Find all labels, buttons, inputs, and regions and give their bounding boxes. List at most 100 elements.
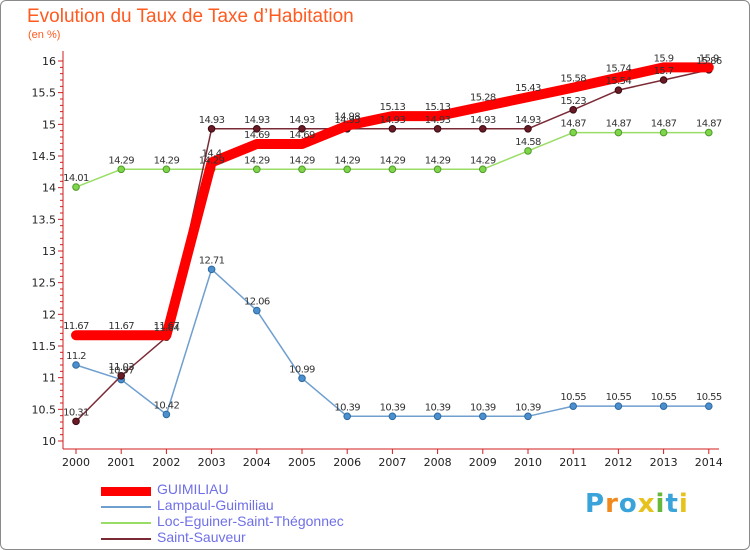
data-point [298,374,306,383]
data-label: 15.28 [470,93,496,104]
data-label: 14.29 [425,155,451,166]
x-tick-label: 2007 [378,456,406,469]
data-point [705,402,713,410]
data-label: 14.4 [202,148,222,159]
data-label: 10.39 [515,402,541,413]
y-tick-label: 11.5 [32,340,57,353]
data-point [479,124,487,133]
data-point [659,402,668,410]
data-point [207,124,216,133]
data-label: 15.58 [560,74,586,85]
x-tick-label: 2013 [650,456,678,469]
data-point [614,402,623,410]
data-point [72,361,80,369]
data-label: 12.71 [199,255,225,266]
y-tick-label: 12 [42,308,56,321]
y-tick-label: 14.5 [32,150,57,163]
legend-item: GUIMILIAU [101,481,421,499]
logo-letter: i [678,489,689,519]
data-label: 14.69 [244,130,270,141]
data-point [524,147,532,155]
legend-item: Saint-Sauveur [101,529,421,547]
legend-item: Lampaul-Guimiliau [101,497,421,515]
x-tick-label: 2009 [469,456,497,469]
data-label: 14.58 [515,137,541,148]
data-label: 14.93 [244,115,270,126]
data-point [569,402,578,410]
chart-unit-label: (en %) [28,29,61,41]
data-point [569,105,578,114]
x-tick-label: 2012 [604,456,632,469]
legend-swatch [101,522,151,524]
chart-title: Evolution du Taux de Taxe d’Habitation [27,6,354,27]
legend-swatch [101,506,151,508]
data-label: 14.93 [334,115,360,126]
data-label: 14.93 [289,115,315,126]
data-label: 10.39 [470,402,496,413]
data-point [614,86,623,94]
data-point [298,124,306,133]
series-line-0 [71,62,714,341]
x-tick-label: 2014 [695,456,723,469]
data-point [479,412,487,421]
data-label: 10.99 [289,364,315,375]
data-label: 14.93 [199,115,225,126]
data-point [72,417,80,426]
logo-letter: x [637,489,656,519]
data-point [388,124,397,133]
data-label: 10.39 [334,402,360,413]
x-tick-label: 2006 [333,456,361,469]
logo-letter: i [655,489,666,519]
data-label: 10.55 [651,392,677,403]
data-label: 14.87 [696,119,722,130]
legend-label: GUIMILIAU [157,481,229,497]
data-label: 14.29 [154,155,180,166]
data-label: 14.87 [651,119,677,130]
data-label: 14.29 [334,155,360,166]
legend-label: Loc-Eguiner-Saint-Thégonnec [157,513,344,529]
legend-swatch [101,486,151,496]
line-chart: 10 10.5 11 11.5 12 12.5 13 13.5 14 14.5 15 15.5 16 20… [32,51,723,469]
legend-label: Lampaul-Guimiliau [157,497,274,513]
data-label: 15.9 [699,53,719,64]
x-tick-label: 2004 [243,456,271,469]
logo-letter: P [585,489,606,519]
data-point [117,165,125,174]
legend-label: Saint-Sauveur [157,529,246,545]
data-point [524,412,532,421]
data-label: 14.93 [515,115,541,126]
data-label: 15.9 [654,53,674,64]
data-point [207,265,216,274]
data-label: 15.23 [560,96,586,107]
data-point [343,165,352,174]
data-point [614,128,623,137]
x-tick-label: 2003 [198,456,226,469]
y-tick-label: 11 [42,372,56,385]
data-label: 12.06 [244,297,270,308]
x-tick-label: 2005 [288,456,316,469]
y-tick-label: 15.5 [32,87,57,100]
data-point [659,128,668,137]
data-label: 14.29 [108,155,134,166]
data-label: 14.29 [380,155,406,166]
data-label: 15.54 [606,76,632,87]
data-point [343,412,352,421]
data-label: 11.03 [108,362,134,373]
data-point [298,165,306,174]
legend-item: Loc-Eguiner-Saint-Thégonnec [101,513,421,531]
data-label: 14.69 [289,130,315,141]
data-label: 10.55 [606,392,632,403]
x-tick-label: 2008 [424,456,452,469]
data-point [524,124,532,133]
x-tick-label: 2002 [152,456,180,469]
data-point [433,165,442,174]
data-label: 14.93 [425,115,451,126]
y-tick-label: 10.5 [32,403,57,416]
data-label: 14.29 [289,155,315,166]
data-label: 15.86 [696,56,722,67]
data-point [162,410,171,419]
data-label: 14.93 [380,115,406,126]
data-label: 15.43 [515,83,541,94]
data-point [479,165,487,174]
data-point [72,183,80,191]
